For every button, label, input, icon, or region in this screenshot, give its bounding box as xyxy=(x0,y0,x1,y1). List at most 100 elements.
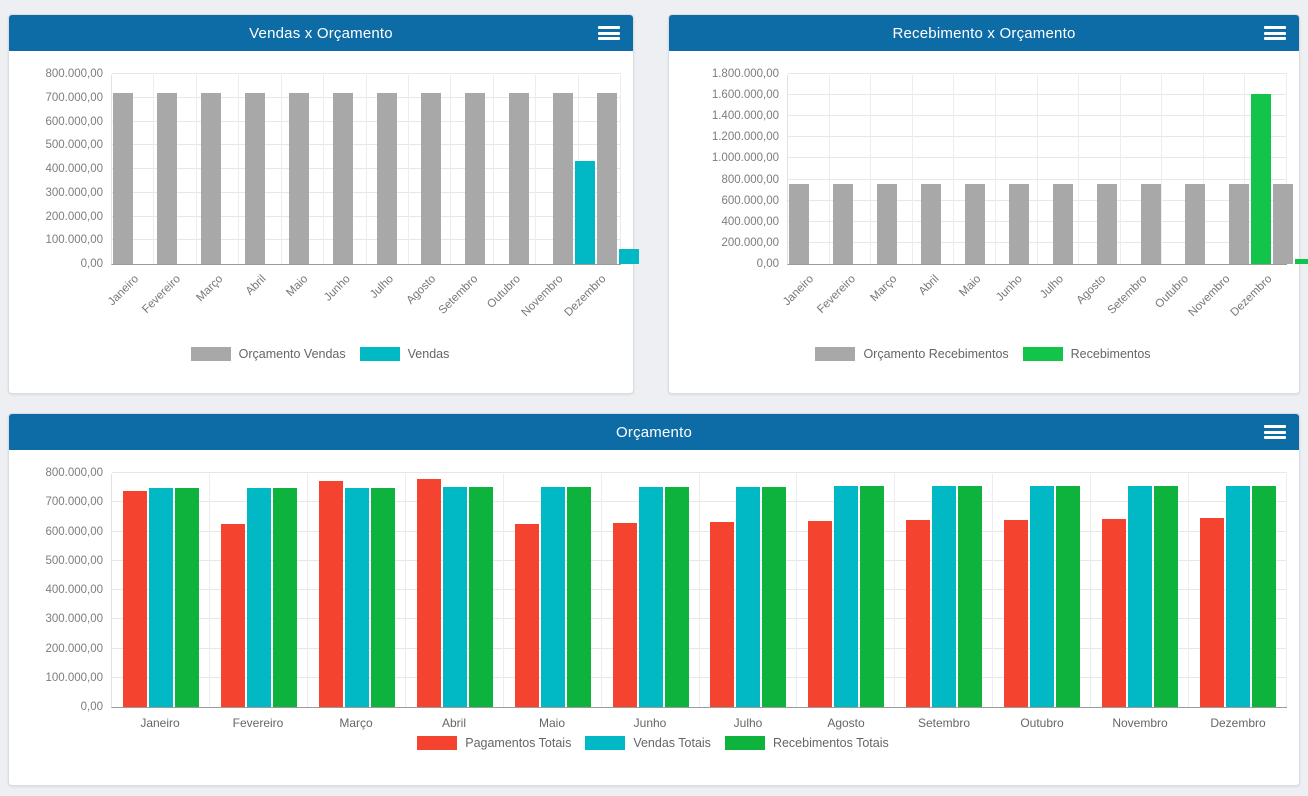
bar-orçamento-vendas[interactable] xyxy=(597,93,617,264)
bar-vendas-totais[interactable] xyxy=(638,487,663,707)
hamburger-menu-icon[interactable] xyxy=(1264,25,1286,41)
bar-pagamentos-totais[interactable] xyxy=(1102,519,1127,707)
y-tick-label: 0,00 xyxy=(80,258,103,270)
gridline-vertical xyxy=(280,75,282,264)
bar-pagamentos-totais[interactable] xyxy=(1004,520,1029,707)
hamburger-menu-icon[interactable] xyxy=(598,25,620,41)
bar-orçamento-recebimentos[interactable] xyxy=(1141,184,1161,264)
bar-pagamentos-totais[interactable] xyxy=(710,522,735,707)
hamburger-menu-icon[interactable] xyxy=(1264,424,1286,440)
bar-orçamento-recebimentos[interactable] xyxy=(877,184,897,264)
bar-orçamento-vendas[interactable] xyxy=(377,93,397,264)
gridline-vertical xyxy=(828,75,830,264)
bar-pagamentos-totais[interactable] xyxy=(220,524,245,707)
bar-orçamento-recebimentos[interactable] xyxy=(1229,184,1249,264)
bar-vendas-totais[interactable] xyxy=(1226,486,1251,707)
legend-label: Pagamentos Totais xyxy=(465,736,572,750)
bar-vendas-totais[interactable] xyxy=(736,487,761,707)
bar-pagamentos-totais[interactable] xyxy=(906,520,931,707)
gridline-vertical xyxy=(404,474,406,707)
bar-recebimentos-totais[interactable] xyxy=(762,487,787,707)
bar-pagamentos-totais[interactable] xyxy=(808,521,833,707)
bar-orçamento-vendas[interactable] xyxy=(201,93,221,264)
bar-orçamento-recebimentos[interactable] xyxy=(921,184,941,264)
bar-orçamento-vendas[interactable] xyxy=(157,93,177,264)
bar-recebimentos-totais[interactable] xyxy=(174,488,199,707)
bar-recebimentos[interactable] xyxy=(1251,94,1271,264)
bar-orçamento-recebimentos[interactable] xyxy=(833,184,853,264)
bar-orçamento-vendas[interactable] xyxy=(113,93,133,264)
bar-orçamento-vendas[interactable] xyxy=(465,93,485,264)
bar-recebimentos-totais[interactable] xyxy=(664,487,689,707)
bar-pagamentos-totais[interactable] xyxy=(416,479,441,707)
y-tick-label: 1.200.000,00 xyxy=(711,131,779,144)
bar-recebimentos-totais[interactable] xyxy=(1154,486,1179,707)
y-tick-label: 600.000,00 xyxy=(45,115,103,128)
bar-vendas-totais[interactable] xyxy=(1030,486,1055,707)
bar-vendas-totais[interactable] xyxy=(148,488,173,707)
bar-orçamento-vendas[interactable] xyxy=(421,93,441,264)
bar-recebimentos-totais[interactable] xyxy=(1056,486,1081,707)
bar-orçamento-vendas[interactable] xyxy=(245,93,265,264)
bar-pagamentos-totais[interactable] xyxy=(514,524,539,707)
gridline-vertical xyxy=(911,75,913,264)
bar-orçamento-vendas[interactable] xyxy=(333,93,353,264)
bar-group xyxy=(406,474,504,707)
bar-recebimentos-totais[interactable] xyxy=(468,487,493,707)
bar-orçamento-recebimentos[interactable] xyxy=(1273,184,1293,264)
bar-orçamento-vendas[interactable] xyxy=(289,93,309,264)
legend-item[interactable]: Orçamento Recebimentos xyxy=(815,347,1009,361)
bar-orçamento-recebimentos[interactable] xyxy=(1053,184,1073,264)
bar-pagamentos-totais[interactable] xyxy=(122,491,147,707)
bar-orçamento-recebimentos[interactable] xyxy=(965,184,985,264)
plot-area xyxy=(111,472,1287,708)
bar-pagamentos-totais[interactable] xyxy=(612,523,637,707)
bar-vendas-totais[interactable] xyxy=(834,486,859,707)
bar-recebimentos[interactable] xyxy=(1295,259,1308,264)
legend-item[interactable]: Vendas xyxy=(359,347,449,361)
bar-recebimentos-totais[interactable] xyxy=(958,486,983,707)
gridline-vertical xyxy=(620,75,621,264)
y-tick-label: 100.000,00 xyxy=(45,671,103,684)
bar-group xyxy=(552,75,596,264)
bar-recebimentos-totais[interactable] xyxy=(272,488,297,707)
legend-item[interactable]: Vendas Totais xyxy=(585,736,711,750)
bar-orçamento-recebimentos[interactable] xyxy=(1097,184,1117,264)
bar-pagamentos-totais[interactable] xyxy=(318,481,343,707)
bar-vendas-totais[interactable] xyxy=(442,487,467,707)
bar-vendas-totais[interactable] xyxy=(344,488,369,707)
x-tick-label: Novembro xyxy=(519,273,566,320)
bar-recebimentos-totais[interactable] xyxy=(1252,486,1277,707)
legend-label: Orçamento Recebimentos xyxy=(863,347,1009,361)
bar-vendas-totais[interactable] xyxy=(1128,486,1153,707)
panel-header: Recebimento x Orçamento xyxy=(669,15,1299,51)
legend-item[interactable]: Recebimentos Totais xyxy=(724,736,889,750)
gridline-horizontal xyxy=(112,647,1287,649)
gridline-vertical xyxy=(1161,75,1163,264)
legend-item[interactable]: Recebimentos xyxy=(1022,347,1151,361)
legend-item[interactable]: Pagamentos Totais xyxy=(417,736,571,750)
bar-pagamentos-totais[interactable] xyxy=(1200,518,1225,707)
bar-recebimentos-totais[interactable] xyxy=(370,488,395,707)
gridline-horizontal xyxy=(112,559,1287,561)
plot-outer: Janeiro Fevereiro Março Abril Maio Junho Julho… xyxy=(111,472,1287,734)
bar-orçamento-vendas[interactable] xyxy=(553,93,573,264)
bar-vendas-totais[interactable] xyxy=(540,487,565,707)
bar-vendas-totais[interactable] xyxy=(246,488,271,707)
bar-orçamento-vendas[interactable] xyxy=(509,93,529,264)
bar-group xyxy=(200,75,244,264)
bar-recebimentos-totais[interactable] xyxy=(860,486,885,707)
bar-vendas[interactable] xyxy=(619,249,639,264)
x-axis-labels: Janeiro Fevereiro Março Abril Maio Junho Julho… xyxy=(111,708,1287,734)
bar-orçamento-recebimentos[interactable] xyxy=(789,184,809,264)
legend-swatch xyxy=(585,736,626,750)
legend-item[interactable]: Orçamento Vendas xyxy=(190,347,346,361)
bar-vendas-totais[interactable] xyxy=(932,486,957,707)
gridline-horizontal xyxy=(788,157,1287,159)
bar-vendas[interactable] xyxy=(575,161,595,264)
bar-recebimentos-totais[interactable] xyxy=(566,487,591,707)
gridline-vertical xyxy=(1202,75,1204,264)
bar-orçamento-recebimentos[interactable] xyxy=(1185,184,1205,264)
x-tick-label: Julho xyxy=(367,273,396,301)
bar-orçamento-recebimentos[interactable] xyxy=(1009,184,1029,264)
